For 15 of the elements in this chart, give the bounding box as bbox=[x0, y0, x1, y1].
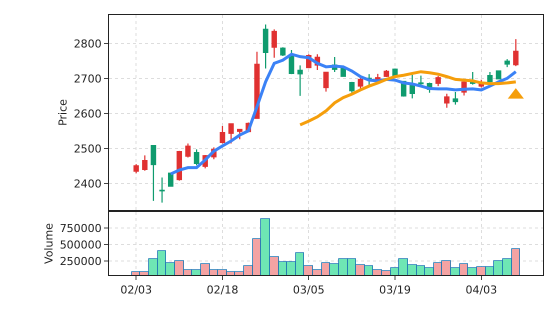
y-axis-title: Price bbox=[56, 98, 70, 126]
y-tick-label: 2800 bbox=[74, 38, 102, 51]
y-tick-label: 2500 bbox=[74, 142, 102, 156]
x-tick-label: 03/19 bbox=[379, 283, 411, 296]
y-tick-label: 500000 bbox=[60, 238, 102, 252]
y-tick-label: 250000 bbox=[60, 255, 102, 268]
x-tick-label: 02/03 bbox=[120, 283, 152, 296]
x-tick-label: 04/03 bbox=[465, 283, 498, 296]
y-tick-label: 2400 bbox=[74, 178, 102, 191]
x-tick-label: 03/05 bbox=[292, 283, 325, 296]
y-tick-label: 750000 bbox=[60, 222, 102, 235]
y-tick-label: 2600 bbox=[74, 108, 102, 121]
y-axis-title: Volume bbox=[42, 222, 56, 264]
x-tick-label: 02/18 bbox=[206, 283, 238, 296]
y-tick-label: 2700 bbox=[74, 72, 102, 86]
